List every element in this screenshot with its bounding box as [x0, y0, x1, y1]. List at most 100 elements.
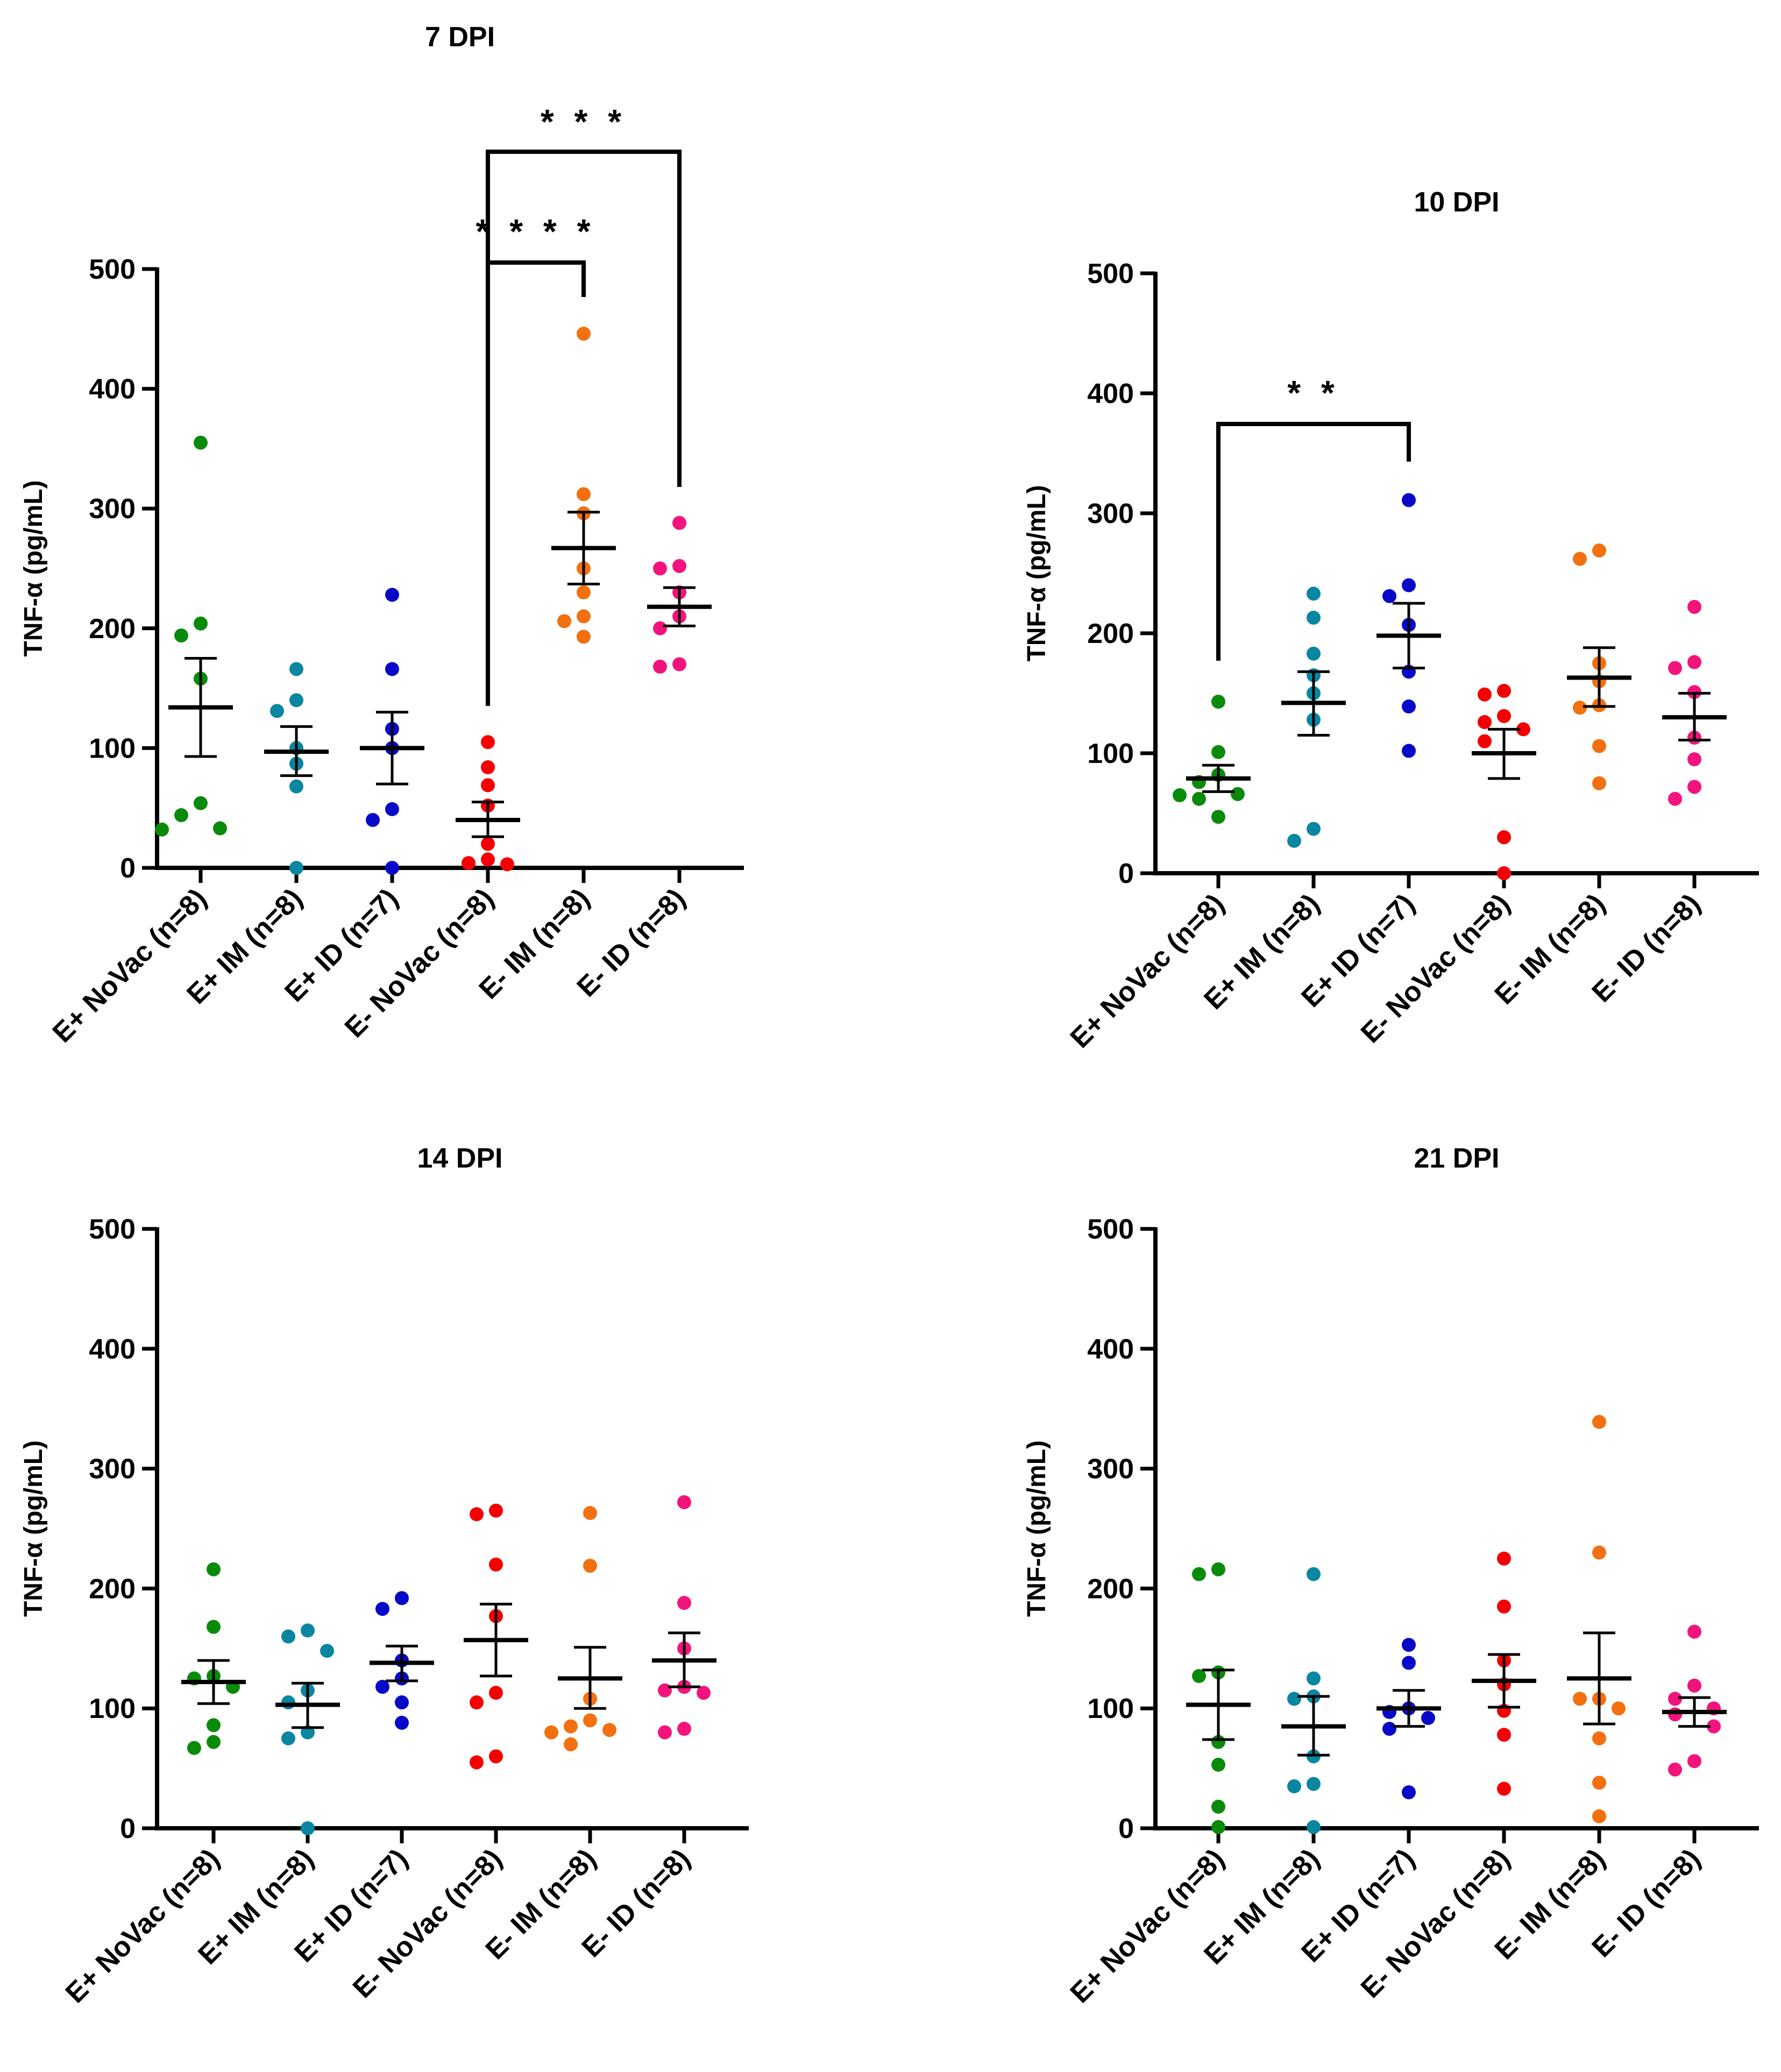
y-tick-label: 0 — [120, 1813, 136, 1844]
y-tick-label: 100 — [89, 1693, 136, 1724]
data-point — [1592, 1545, 1606, 1560]
data-point — [289, 693, 303, 708]
data-point — [1382, 589, 1396, 603]
data-point — [583, 1713, 597, 1728]
data-point — [1592, 1809, 1606, 1823]
y-tick-label: 500 — [1087, 258, 1134, 289]
data-point — [1192, 1567, 1206, 1581]
data-point — [1402, 493, 1416, 507]
data-point — [1687, 599, 1701, 614]
significance-label: * * * * — [476, 212, 596, 251]
data-point — [281, 1695, 295, 1710]
y-tick-label: 0 — [1118, 858, 1134, 889]
data-point — [1402, 1785, 1416, 1800]
data-point — [301, 1821, 315, 1835]
data-point — [289, 861, 303, 875]
data-point — [564, 1719, 578, 1734]
data-point — [1687, 1754, 1701, 1769]
data-point — [1402, 578, 1416, 592]
data-point — [1687, 752, 1701, 767]
data-point — [658, 1725, 672, 1739]
panel-7-dpi: 7 DPI TNF-α (pg/mL) 0 100 200 300 400 500 E+ NoV… — [19, 22, 744, 1049]
y-tick-label: 300 — [1087, 498, 1134, 529]
data-point — [1192, 791, 1206, 806]
y-axis-label: TNF-α (pg/mL) — [19, 480, 48, 656]
data-point — [1307, 1671, 1321, 1686]
data-point — [1421, 1711, 1435, 1726]
data-point — [489, 1557, 503, 1572]
data-point — [1687, 780, 1701, 794]
data-point — [470, 1507, 484, 1522]
data-point — [320, 1644, 334, 1658]
y-tick-label: 300 — [89, 493, 136, 525]
significance-label: * * — [1287, 373, 1340, 412]
data-point — [1497, 1551, 1511, 1566]
data-point — [1307, 646, 1321, 661]
x-tick-label: E+ NoVac (n=8) — [47, 882, 213, 1049]
y-tick-label: 500 — [89, 254, 136, 285]
data-point — [1573, 1692, 1587, 1706]
y-tick-label: 0 — [1118, 1813, 1134, 1844]
y-tick-label: 400 — [89, 374, 136, 405]
data-point — [677, 1722, 691, 1736]
data-point — [289, 662, 303, 676]
data-point — [1192, 1669, 1206, 1684]
data-point — [1402, 1638, 1416, 1652]
data-point — [213, 821, 227, 836]
y-tick-label: 0 — [120, 853, 136, 884]
data-point — [1211, 695, 1225, 709]
data-point — [301, 1623, 315, 1638]
data-point — [1668, 791, 1682, 806]
x-tick-label: E+ NoVac (n=8) — [1065, 1843, 1231, 2009]
data-point — [1573, 551, 1587, 566]
data-point — [1478, 687, 1492, 702]
data-point — [583, 1506, 597, 1521]
data-point — [1497, 709, 1511, 723]
y-tick-label: 500 — [89, 1214, 136, 1245]
y-tick-label: 400 — [89, 1334, 136, 1365]
data-point — [1211, 810, 1225, 824]
x-tick-label: E+ NoVac (n=8) — [1065, 888, 1231, 1054]
data-point — [1592, 1415, 1606, 1429]
data-point — [481, 735, 495, 749]
data-point — [481, 837, 495, 851]
y-axis-label: TNF-α (pg/mL) — [1023, 1440, 1051, 1617]
panel-14-dpi: 14 DPI TNF-α (pg/mL) 0 100 200 300 400 500 E+ No… — [19, 1143, 749, 2009]
data-point — [385, 861, 399, 875]
data-point — [672, 559, 686, 574]
data-point — [1478, 715, 1492, 730]
data-point — [174, 628, 188, 643]
data-point — [1231, 787, 1245, 801]
data-point — [1307, 822, 1321, 836]
data-point — [1707, 1719, 1721, 1734]
data-point — [564, 1737, 578, 1752]
y-axis-label: TNF-α (pg/mL) — [19, 1440, 48, 1617]
data-point — [207, 1735, 221, 1749]
data-point — [1307, 1777, 1321, 1791]
data-point — [1592, 739, 1606, 753]
data-point — [1687, 655, 1701, 669]
data-point — [385, 588, 399, 602]
data-point — [653, 561, 667, 576]
y-tick-label: 500 — [1087, 1214, 1134, 1245]
data-point — [1497, 830, 1511, 845]
y-tick-label: 200 — [89, 613, 136, 645]
data-point — [1211, 1820, 1225, 1834]
data-point — [577, 609, 591, 624]
data-point — [489, 1686, 503, 1700]
y-tick-label: 100 — [1087, 738, 1134, 769]
data-point — [577, 585, 591, 600]
data-point — [481, 852, 495, 867]
data-point — [481, 778, 495, 793]
panel-21-dpi: 21 DPI TNF-α (pg/mL) 0 100 200 300 400 500 E+ No… — [1023, 1143, 1759, 2009]
data-point — [174, 808, 188, 823]
data-point — [1573, 701, 1587, 715]
data-point — [672, 515, 686, 530]
data-point — [602, 1723, 616, 1737]
x-tick-label: E+ NoVac (n=8) — [60, 1843, 226, 2009]
data-point — [677, 1495, 691, 1509]
data-point — [1402, 1656, 1416, 1670]
significance-label: * * * — [541, 102, 627, 141]
data-point — [395, 1715, 409, 1730]
y-tick-label: 100 — [89, 733, 136, 764]
